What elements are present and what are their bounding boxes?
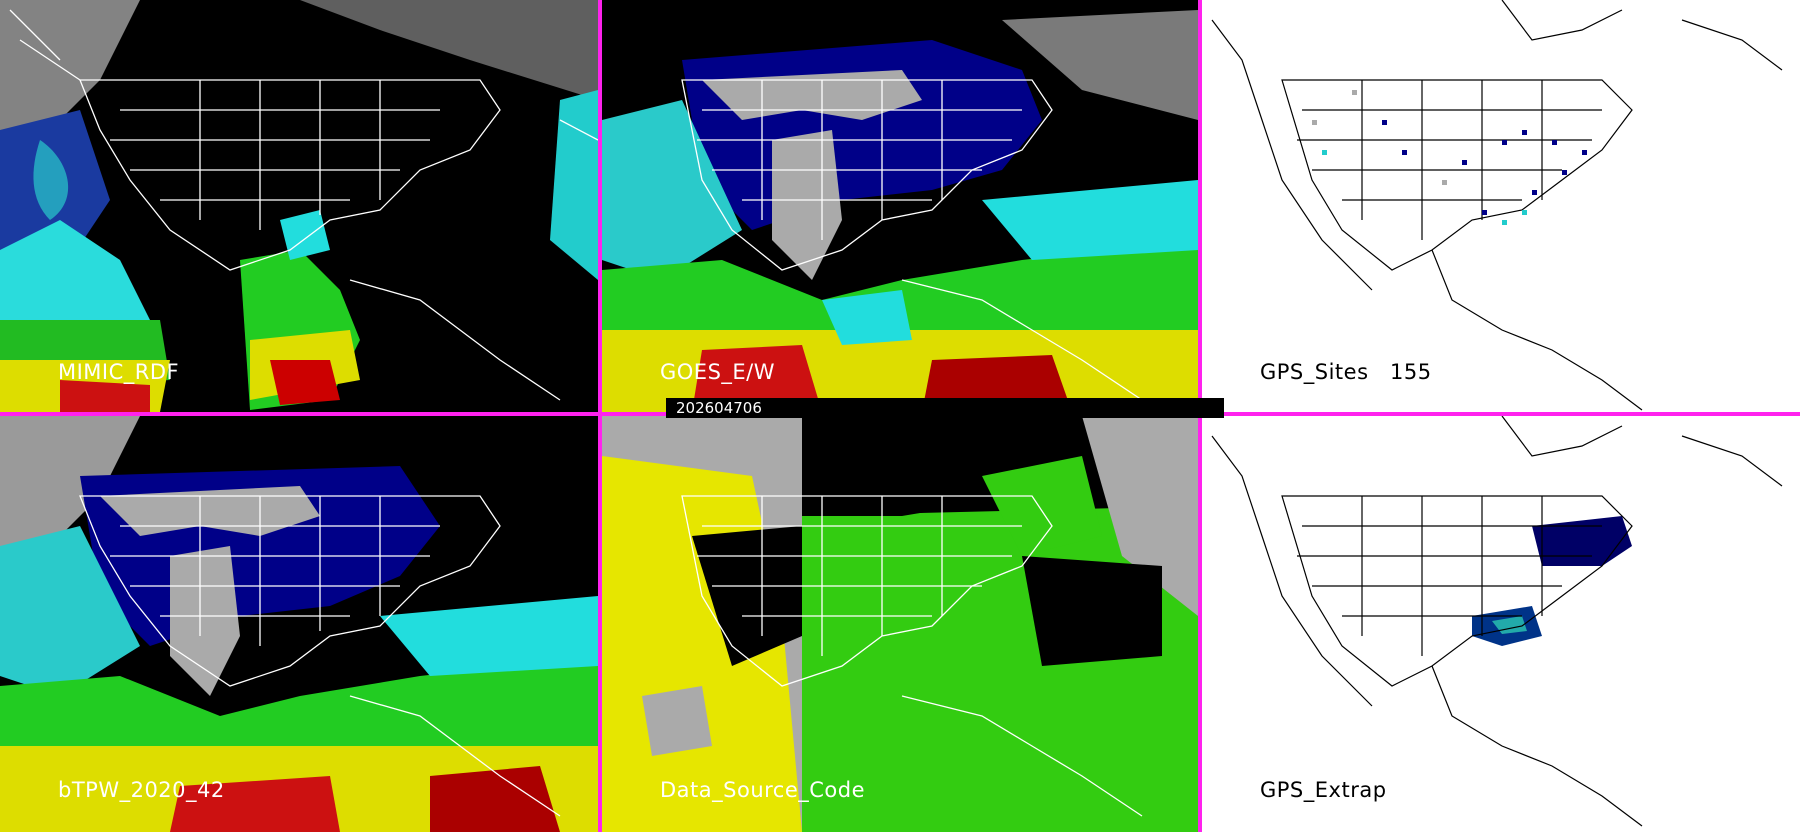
data-source-map [602,416,1198,832]
panel-btpw: bTPW_2020_42 [0,416,598,832]
coastline-outline [9,9,598,401]
vertical-divider-left [598,0,602,832]
gps-extrap-label: GPS_Extrap [1260,778,1387,802]
panel-mimic: MIMIC_RDF [0,0,598,412]
mimic-map [0,0,598,412]
btpw-map [0,416,598,832]
gps-extrap-map [1211,416,1783,827]
coastline-outline [1211,0,1783,411]
data-source-label: Data_Source_Code [660,778,866,802]
panel-goes: GOES_E/W [602,0,1198,412]
mimic-label: MIMIC_RDF [58,360,180,384]
timestamp-bar: 202604706 [666,398,1224,418]
gps-site-markers [1312,90,1587,225]
coastline-outline [79,495,561,817]
gps-sites-label: GPS_Sites 155 [1260,360,1432,384]
panel-gps-sites: GPS_Sites 155 [1202,0,1800,412]
gps-sites-map [1211,0,1783,411]
coastline-outline [681,79,1143,401]
goes-label: GOES_E/W [660,360,776,384]
coastline-outline [681,495,1143,817]
coastline-outline [1211,416,1783,827]
panel-gps-extrap: GPS_Extrap [1202,416,1800,832]
goes-map [602,0,1198,412]
btpw-label: bTPW_2020_42 [58,778,225,802]
panel-data-source: Data_Source_Code [602,416,1198,832]
